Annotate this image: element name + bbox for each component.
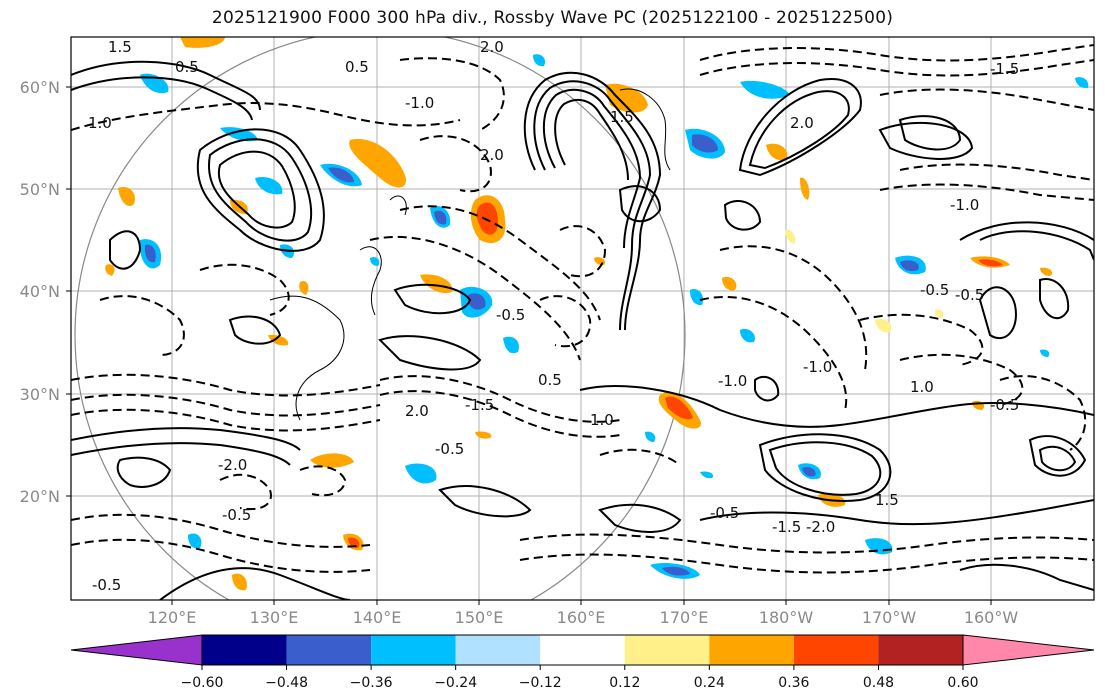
contour-label: -0.5 bbox=[222, 506, 251, 524]
lat-label: 60°N bbox=[20, 78, 60, 97]
colorbar-tick-label: 0.12 bbox=[609, 675, 640, 691]
colorbar: −0.60 −0.48 −0.36 −0.24 −0.12 0.12 0.24 0.36 0.4… bbox=[70, 634, 1095, 691]
colorbar-arrow-left bbox=[70, 634, 203, 666]
contour-label: -2.0 bbox=[806, 518, 835, 536]
contour-label: -1.5 bbox=[990, 60, 1019, 78]
contour-label: 1.5 bbox=[108, 38, 132, 56]
contour-label: -0.5 bbox=[955, 286, 984, 304]
colorbar-box bbox=[540, 635, 625, 665]
contour-label: 1.0 bbox=[88, 114, 112, 132]
contour-label: -0.5 bbox=[92, 576, 121, 594]
colorbar-box bbox=[878, 635, 963, 665]
lat-label: 40°N bbox=[20, 282, 60, 301]
colorbar-tick-label: 0.24 bbox=[694, 675, 725, 691]
contour-label: 1.5 bbox=[610, 108, 634, 126]
region-circle bbox=[74, 37, 686, 600]
colorbar-box bbox=[709, 635, 794, 665]
contour-label: -0.5 bbox=[990, 396, 1019, 414]
contour-labels: 1.5 2.0 0.5 1.0 1.5 2.0 0.5 2.0 1.0 0.5 … bbox=[88, 38, 1019, 594]
solid-contours bbox=[71, 60, 1094, 600]
colorbar-tick-label: −0.24 bbox=[434, 675, 477, 691]
colorbar-box bbox=[624, 635, 710, 665]
colorbar-tick-label: 0.60 bbox=[947, 675, 978, 691]
contour-label: 0.5 bbox=[175, 58, 199, 76]
colorbar-tick-label: 0.48 bbox=[863, 675, 894, 691]
contour-label: 2.0 bbox=[480, 146, 504, 164]
colorbar-box bbox=[202, 635, 287, 665]
contour-label: 2.0 bbox=[405, 402, 429, 420]
lon-label: 160°E bbox=[557, 608, 606, 627]
colorbar-box bbox=[286, 635, 372, 665]
contour-label: 1.0 bbox=[590, 411, 614, 429]
lat-label: 20°N bbox=[20, 487, 60, 506]
contour-label: 1.0 bbox=[910, 378, 934, 396]
colorbar-arrow-right bbox=[962, 634, 1095, 666]
gridlines bbox=[71, 37, 1094, 600]
colorbar-box bbox=[371, 635, 456, 665]
lat-label: 50°N bbox=[20, 180, 60, 199]
contour-label: 0.5 bbox=[345, 58, 369, 76]
contour-label: -1.5 bbox=[465, 396, 494, 414]
contour-label: -1.0 bbox=[718, 372, 747, 390]
map-frame bbox=[70, 36, 1095, 601]
colorbar-tick-label: −0.60 bbox=[181, 675, 224, 691]
lat-label: 30°N bbox=[20, 385, 60, 404]
contour-label: -0.5 bbox=[435, 440, 464, 458]
latitude-labels: 60°N 50°N 40°N 30°N 20°N bbox=[20, 78, 60, 506]
axis-ticks bbox=[66, 86, 992, 605]
contour-label: -1.0 bbox=[803, 358, 832, 376]
colorbar-tick-label: 0.36 bbox=[778, 675, 809, 691]
contour-label: -1.5 bbox=[772, 518, 801, 536]
contour-label: 2.0 bbox=[480, 38, 504, 56]
contour-label: 1.5 bbox=[875, 491, 899, 509]
longitude-labels: 120°E 130°E 140°E 150°E 160°E 170°E 180°… bbox=[148, 608, 1019, 627]
colorbar-box bbox=[455, 635, 541, 665]
colorbar-box bbox=[793, 635, 879, 665]
lon-label: 180°W bbox=[759, 608, 814, 627]
negative-shading bbox=[139, 54, 1089, 579]
contour-label: -1.0 bbox=[950, 196, 979, 214]
map-title: 2025121900 F000 300 hPa div., Rossby Wav… bbox=[211, 8, 894, 28]
contour-label: -0.5 bbox=[710, 504, 739, 522]
dashed-contours bbox=[71, 44, 1094, 574]
positive-shading bbox=[105, 37, 1053, 591]
contour-label: -0.5 bbox=[920, 281, 949, 299]
contour-label: -2.0 bbox=[218, 456, 247, 474]
colorbar-frame bbox=[201, 634, 964, 666]
contour-label: -1.0 bbox=[405, 94, 434, 112]
contour-label: 0.5 bbox=[538, 371, 562, 389]
colorbar-tick-label: −0.48 bbox=[265, 675, 308, 691]
colorbar-tick-label: −0.12 bbox=[519, 675, 562, 691]
lon-label: 170°E bbox=[660, 608, 709, 627]
lon-label: 130°E bbox=[250, 608, 299, 627]
contour-label: -0.5 bbox=[496, 306, 525, 324]
colorbar-tick-label: −0.36 bbox=[350, 675, 393, 691]
contour-label: 2.0 bbox=[790, 114, 814, 132]
lon-label: 160°W bbox=[964, 608, 1019, 627]
lon-label: 120°E bbox=[148, 608, 197, 627]
map-area bbox=[71, 37, 1094, 600]
coastlines bbox=[269, 88, 671, 421]
lon-label: 170°W bbox=[862, 608, 917, 627]
lon-label: 140°E bbox=[353, 608, 402, 627]
lon-label: 150°E bbox=[455, 608, 504, 627]
